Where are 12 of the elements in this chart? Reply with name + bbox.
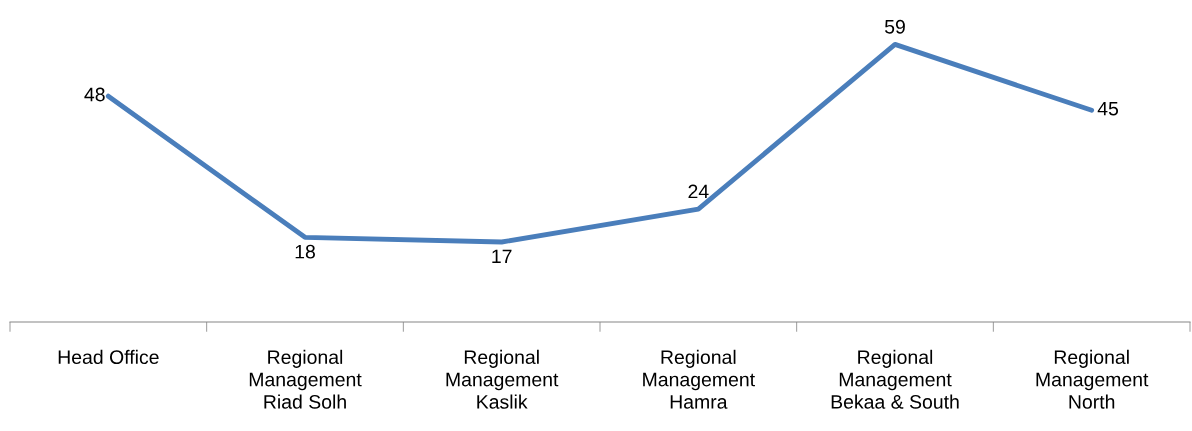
x-tick-label: Regional Management Kaslik (446, 349, 559, 409)
data-label: 24 (688, 184, 709, 199)
x-tick-label: Regional Management Bekaa & South (831, 349, 959, 409)
data-label: 18 (295, 244, 315, 259)
data-label: 45 (1097, 101, 1119, 116)
x-tick-label: Regional Management Riad Solh (249, 349, 362, 409)
data-label: 17 (492, 249, 512, 264)
x-tick-label: Head Office (58, 349, 159, 365)
x-tick-label: Regional Management Hamra (643, 349, 755, 409)
x-tick-label: Regional Management North (1036, 349, 1149, 409)
data-label: 59 (884, 19, 905, 34)
data-label: 48 (84, 87, 105, 102)
